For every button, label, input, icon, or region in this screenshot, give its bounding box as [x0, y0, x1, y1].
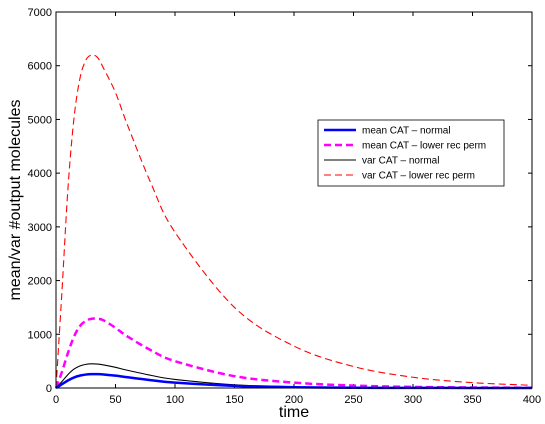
x-tick-label: 250: [344, 394, 362, 406]
y-tick-label: 4000: [28, 168, 52, 180]
legend-label: var CAT – normal: [362, 156, 439, 167]
x-tick-label: 100: [166, 394, 184, 406]
y-tick-label: 0: [46, 383, 52, 395]
x-tick-label: 0: [53, 394, 59, 406]
legend: mean CAT – normal mean CAT – lower rec pe…: [317, 119, 505, 187]
y-tick-label: 6000: [28, 61, 52, 73]
y-axis-title: mean/var #output molecules: [7, 100, 24, 301]
y-axis-ticks: 0 1000 2000 3000 4000 5000 6000 7000: [28, 7, 532, 395]
y-tick-label: 2000: [28, 276, 52, 288]
x-axis-title: time: [279, 404, 309, 421]
x-tick-label: 300: [404, 394, 422, 406]
legend-label: mean CAT – lower rec perm: [362, 141, 486, 152]
legend-label: mean CAT – normal: [362, 126, 451, 137]
x-tick-label: 50: [109, 394, 121, 406]
plot-area: [56, 12, 532, 388]
y-tick-label: 5000: [28, 114, 52, 126]
x-tick-label: 350: [463, 394, 481, 406]
plot-frame: [55, 11, 533, 389]
x-axis-ticks: 0 50 100 150 200 250 300 350 400: [53, 12, 541, 406]
legend-label: var CAT – lower rec perm: [362, 171, 475, 182]
y-tick-label: 1000: [28, 329, 52, 341]
x-tick-label: 200: [285, 394, 303, 406]
series-line-2: [54, 317, 533, 389]
x-tick-label: 400: [523, 394, 541, 406]
y-tick-label: 7000: [28, 7, 52, 19]
x-tick-label: 150: [225, 394, 243, 406]
y-tick-label: 3000: [28, 222, 52, 234]
series-line-4: [55, 54, 533, 389]
